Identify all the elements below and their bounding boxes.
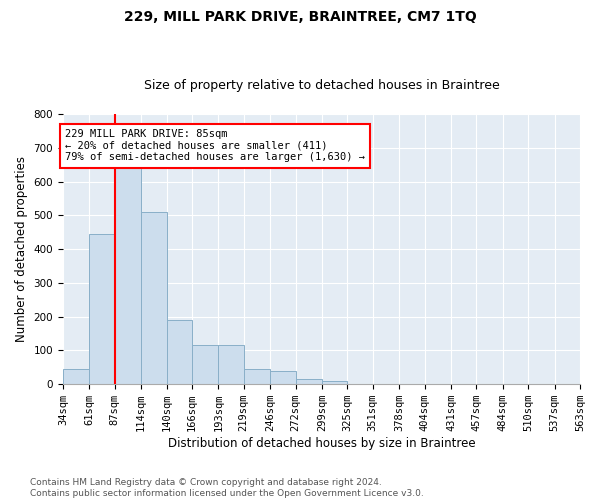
Bar xyxy=(322,381,347,384)
Y-axis label: Number of detached properties: Number of detached properties xyxy=(15,156,28,342)
Bar xyxy=(167,320,192,384)
Bar xyxy=(63,369,89,384)
X-axis label: Distribution of detached houses by size in Braintree: Distribution of detached houses by size … xyxy=(167,437,475,450)
Bar xyxy=(244,369,270,384)
Bar xyxy=(296,379,322,384)
Bar xyxy=(192,346,218,384)
Text: 229, MILL PARK DRIVE, BRAINTREE, CM7 1TQ: 229, MILL PARK DRIVE, BRAINTREE, CM7 1TQ xyxy=(124,10,476,24)
Text: 229 MILL PARK DRIVE: 85sqm
← 20% of detached houses are smaller (411)
79% of sem: 229 MILL PARK DRIVE: 85sqm ← 20% of deta… xyxy=(65,129,365,162)
Title: Size of property relative to detached houses in Braintree: Size of property relative to detached ho… xyxy=(143,79,499,92)
Bar xyxy=(270,370,296,384)
Text: Contains HM Land Registry data © Crown copyright and database right 2024.
Contai: Contains HM Land Registry data © Crown c… xyxy=(30,478,424,498)
Bar xyxy=(218,346,244,384)
Bar xyxy=(115,162,141,384)
Bar xyxy=(89,234,115,384)
Bar xyxy=(141,212,167,384)
